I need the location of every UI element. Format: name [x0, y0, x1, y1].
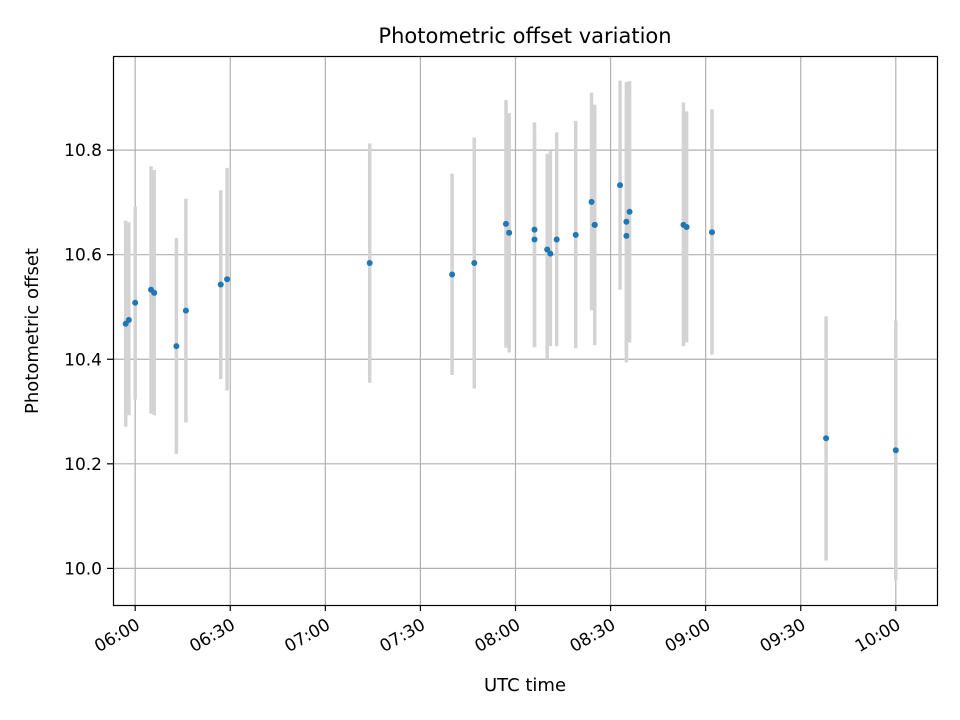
chart-title: Photometric offset variation — [378, 24, 671, 48]
data-point — [708, 229, 715, 236]
data-point — [182, 307, 189, 314]
data-point — [449, 271, 456, 278]
data-point — [683, 223, 690, 230]
data-point — [173, 343, 180, 350]
data-point — [224, 276, 231, 283]
data-point — [617, 182, 624, 189]
data-point — [132, 299, 139, 306]
data-point — [506, 229, 513, 236]
data-point — [547, 250, 554, 257]
data-point — [626, 208, 633, 215]
y-tick-label: 10.0 — [64, 559, 102, 579]
y-tick-label: 10.2 — [64, 455, 102, 475]
y-tick-label: 10.4 — [64, 350, 102, 370]
x-axis-label: UTC time — [484, 675, 566, 696]
data-point — [572, 231, 579, 238]
data-point — [892, 447, 899, 454]
data-point — [553, 236, 560, 243]
data-points — [122, 182, 899, 454]
data-point — [125, 317, 132, 324]
y-axis-label: Photometric offset — [22, 248, 43, 414]
y-axis-ticks: 10.0 10.2 10.4 10.6 10.8 — [64, 141, 113, 579]
plot-frame — [112, 55, 939, 607]
data-point — [502, 220, 509, 227]
data-point — [217, 281, 224, 288]
data-point — [531, 226, 538, 233]
data-point — [531, 236, 538, 243]
data-point — [544, 246, 551, 253]
data-point — [366, 260, 373, 267]
data-point — [588, 198, 595, 205]
data-point — [623, 232, 630, 239]
data-point — [623, 218, 630, 225]
data-point — [471, 260, 478, 267]
data-point — [823, 435, 830, 442]
data-point — [591, 221, 598, 228]
y-tick-label: 10.8 — [64, 141, 102, 161]
y-tick-label: 10.6 — [64, 246, 102, 266]
data-point — [151, 289, 158, 296]
grid-lines — [113, 56, 937, 605]
